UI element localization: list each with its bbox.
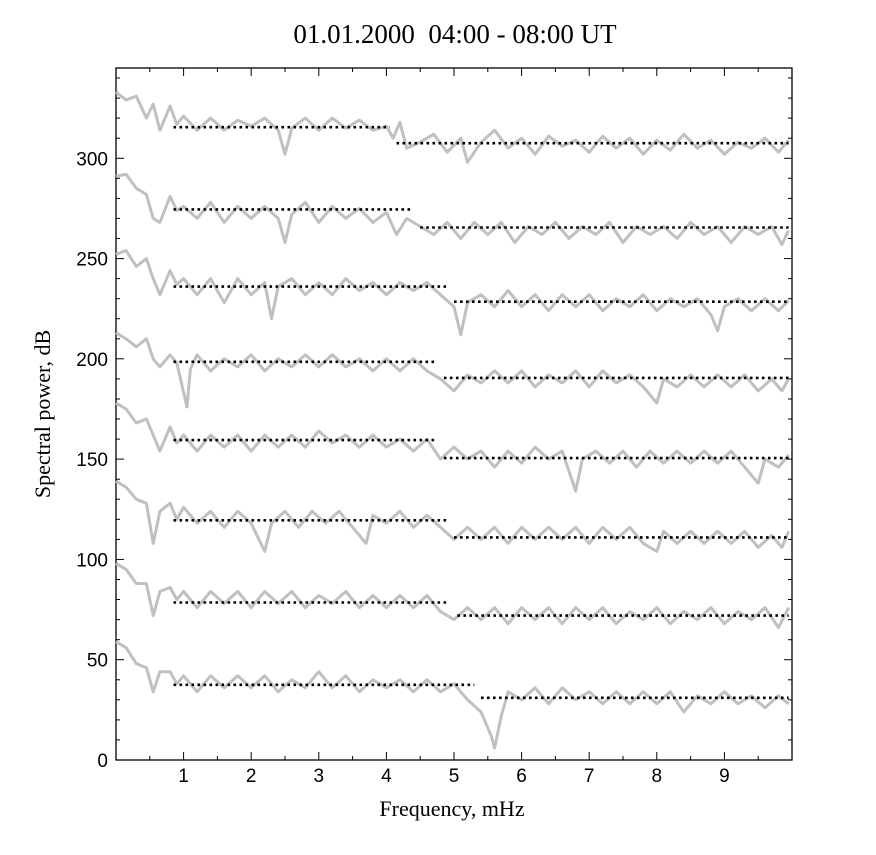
spectrum-2 [115,172,790,246]
spectrum-7 [115,562,790,630]
y-tick-label: 300 [76,149,108,170]
x-tick-label: 9 [719,766,730,787]
spectrum-5 [115,401,790,493]
y-tick-label: 100 [76,550,108,571]
x-tick-labels: 1 2 3 4 5 6 7 8 9 [178,766,729,787]
spectrum-line [115,90,790,164]
spectrum-line [115,401,790,493]
x-tick-label: 5 [449,766,460,787]
x-axis-label: Frequency, mHz [379,796,524,821]
spectrum-6 [115,479,790,553]
x-tick-label: 3 [314,766,325,787]
y-tick-labels: 0 50 100 150 200 250 300 [76,149,108,772]
spectrum-8 [115,640,790,750]
x-tick-label: 7 [584,766,595,787]
axis-ticks [116,68,792,760]
x-tick-label: 6 [516,766,527,787]
spectrum-4 [115,331,790,409]
x-tick-label: 8 [652,766,663,787]
spectrum-line [115,479,790,553]
spectrum-line [115,640,790,750]
y-tick-label: 200 [76,350,108,371]
spectrum-line [115,249,790,337]
plot-frame [115,67,793,761]
spectra-layer [115,90,790,750]
spectrum-line [115,172,790,246]
spectrum-3 [115,249,790,337]
spectrum-line [115,331,790,409]
y-tick-label: 0 [97,751,108,772]
spectrum-1 [115,90,790,164]
y-tick-label: 150 [76,450,108,471]
y-tick-label: 250 [76,250,108,271]
x-tick-label: 2 [246,766,257,787]
x-tick-label: 1 [178,766,189,787]
y-axis-label: Spectral power, dB [30,330,55,498]
y-tick-label: 50 [87,651,108,672]
chart-title: 01.01.2000 04:00 - 08:00 UT [293,19,617,49]
x-tick-label: 4 [381,766,392,787]
spectrum-line [115,562,790,630]
